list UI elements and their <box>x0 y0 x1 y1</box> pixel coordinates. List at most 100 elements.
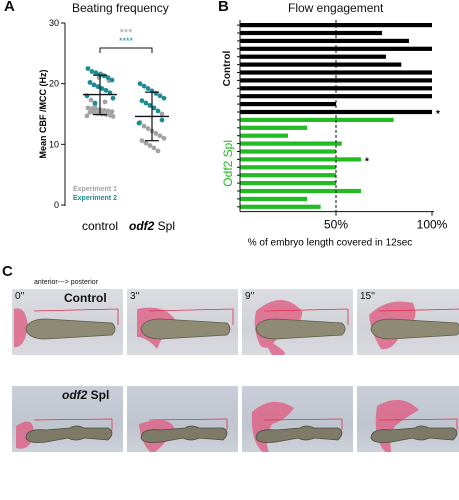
panel-a-title: Beating frequency <box>72 1 169 15</box>
data-point <box>155 148 161 154</box>
data-point <box>157 93 163 99</box>
data-point <box>88 97 94 103</box>
data-point <box>89 106 95 111</box>
embryo-frame-control-t1 <box>127 289 238 355</box>
data-point <box>89 69 95 74</box>
significance-bracket <box>99 47 153 53</box>
data-point <box>143 140 149 146</box>
embryo-frame-drawing <box>139 418 228 452</box>
data-point <box>137 81 143 87</box>
bar <box>240 62 402 67</box>
embryo-frame-odf2-spl-t2 <box>242 386 353 452</box>
data-point <box>87 80 93 85</box>
dye-plume <box>375 400 419 452</box>
data-point <box>93 70 99 76</box>
bar <box>240 188 361 194</box>
data-point <box>85 105 91 111</box>
embryo-frame-control-t0 <box>12 289 123 355</box>
bar <box>240 204 321 209</box>
distance-line <box>33 418 113 421</box>
embryo-frame-odf2-spl-t0 <box>12 386 123 452</box>
bar <box>240 117 394 122</box>
x-category-label: odf2 Spl <box>129 219 175 233</box>
dye-plume <box>251 402 294 452</box>
group-label: Odf2 Spl <box>221 140 235 187</box>
data-point <box>139 98 145 104</box>
distance-line <box>148 308 234 312</box>
marked-bar-asterisk: * <box>436 109 440 120</box>
y-tick-label: 20 <box>49 79 59 89</box>
y-tick-label: 30 <box>49 18 59 28</box>
embryo-body <box>140 318 231 340</box>
y-tick-label: 0 <box>54 200 59 210</box>
bar <box>240 46 432 51</box>
group-label: Control <box>222 51 233 87</box>
data-point <box>91 82 97 88</box>
embryo-body <box>25 318 116 340</box>
distance-line <box>148 418 228 421</box>
timepoint-label: 3'' <box>130 291 140 302</box>
data-point <box>105 108 111 114</box>
data-point <box>99 86 105 91</box>
data-point <box>95 84 101 90</box>
distance-line <box>263 418 343 421</box>
embryo-frame-control-t3 <box>357 289 459 355</box>
panel-letter-b: B <box>218 0 229 15</box>
bar <box>240 181 336 186</box>
embryo-frame-drawing <box>14 308 119 348</box>
x-axis-label: % of embryo length covered in 12sec <box>248 238 413 249</box>
data-point <box>110 95 116 101</box>
embryo-body <box>370 425 458 443</box>
data-point <box>147 103 153 108</box>
x-category-label: control <box>82 219 118 233</box>
timepoint-label: 15'' <box>360 291 375 302</box>
data-point <box>145 126 151 131</box>
x-tick-label: 50% <box>324 218 348 232</box>
embryo-body <box>255 318 346 340</box>
row-label-control: Control <box>64 291 107 305</box>
embryo-frame-drawing <box>137 307 234 349</box>
data-point <box>109 109 115 114</box>
data-point <box>92 100 98 106</box>
embryo-frame-odf2-spl-t1 <box>127 386 238 452</box>
data-point <box>101 107 107 113</box>
data-point <box>141 123 147 129</box>
bar <box>240 102 336 107</box>
data-point <box>143 100 149 106</box>
distance-line <box>378 308 459 312</box>
data-point <box>159 111 165 117</box>
y-tick-label: 10 <box>49 139 59 149</box>
distance-line <box>33 308 119 312</box>
data-point <box>87 109 93 115</box>
axis-direction-caption: anterior---> posterior <box>34 279 98 286</box>
bar <box>240 149 336 154</box>
bar <box>240 141 342 146</box>
data-point <box>136 120 142 126</box>
beating-frequency-chart: 0 10 20 30 Mean CBF /MCC (Hz) ******* Experime… <box>38 18 175 233</box>
panel-b-title: Flow engagement <box>288 1 384 15</box>
data-point <box>103 87 109 93</box>
flow-engagement-chart: * Control * Odf2 Spl 50% 100% % of embryo leng… <box>221 20 448 249</box>
significance-exp1: *** <box>120 27 134 39</box>
legend-experiment-1: Experiment 1 <box>73 186 117 193</box>
bar <box>240 54 386 59</box>
legend-experiment-2: Experiment 2 <box>73 195 117 202</box>
embryo-frame-drawing <box>16 418 113 449</box>
dye-plume <box>16 421 34 449</box>
data-point <box>153 131 159 136</box>
data-point <box>161 135 167 141</box>
data-point <box>84 113 90 119</box>
data-point <box>141 83 147 89</box>
data-point <box>151 105 157 111</box>
marked-bar-asterisk: * <box>365 157 369 168</box>
bar <box>240 173 336 178</box>
data-point <box>102 99 108 105</box>
bar <box>240 125 308 130</box>
panel-letter-c: C <box>2 263 13 280</box>
embryo-body <box>140 425 228 443</box>
data-point <box>91 110 97 116</box>
data-point <box>85 66 91 71</box>
data-point <box>151 145 157 151</box>
data-point <box>147 143 153 148</box>
panel-letter-a: A <box>4 0 15 15</box>
